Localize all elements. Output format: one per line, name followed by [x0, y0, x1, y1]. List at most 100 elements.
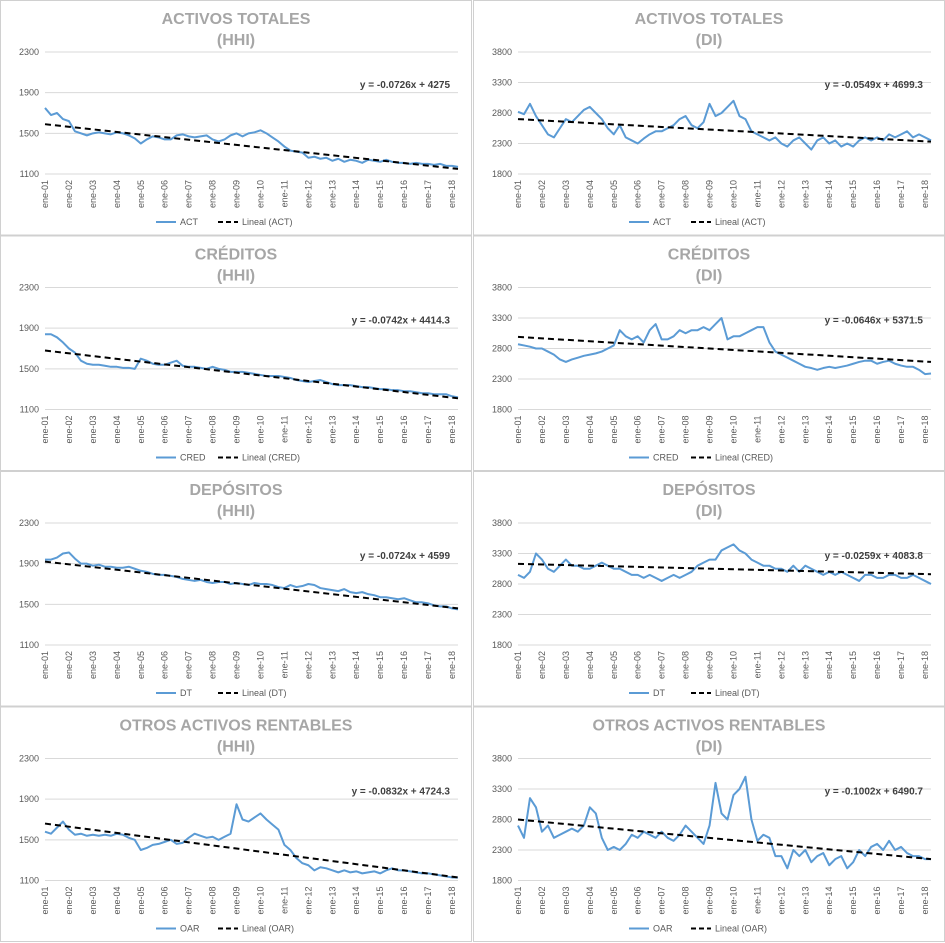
legend-label: DT	[180, 688, 192, 698]
y-tick-label: 1500	[19, 364, 39, 374]
x-tick-label: ene-09	[232, 416, 242, 444]
x-tick-label: ene-01	[513, 887, 523, 915]
x-tick-label: ene-04	[585, 416, 595, 444]
y-tick-label: 1900	[19, 794, 39, 804]
y-tick-label: 1500	[19, 128, 39, 138]
x-tick-label: ene-18	[447, 180, 457, 208]
x-tick-label: ene-06	[160, 887, 170, 915]
x-tick-label: ene-02	[64, 180, 74, 208]
x-tick-label: ene-09	[705, 416, 715, 444]
panel-frame	[0, 235, 472, 471]
x-tick-label: ene-05	[609, 180, 619, 208]
x-tick-label: ene-10	[728, 887, 738, 915]
x-tick-label: ene-13	[800, 416, 810, 444]
x-tick-label: ene-06	[160, 651, 170, 679]
y-tick-label: 1100	[20, 640, 39, 650]
legend-label: CRED	[653, 453, 679, 463]
y-tick-label: 3800	[492, 47, 512, 57]
data-line	[517, 317, 932, 376]
x-tick-label: ene-09	[232, 180, 242, 208]
x-tick-label: ene-15	[375, 887, 385, 915]
chart-panel: ACTIVOS TOTALES (DI) 1800 2300 2800 3300 3800 e…	[473, 0, 945, 236]
x-tick-label: ene-18	[447, 651, 457, 679]
x-tick-label: ene-15	[848, 887, 858, 915]
chart-panel: CRÉDITOS (DI) 1800 2300 2800 3300 3800 ene-01 en…	[473, 235, 945, 471]
x-tick-label: ene-14	[824, 887, 834, 915]
x-tick-label: ene-11	[279, 651, 289, 678]
x-tick-label: ene-14	[351, 416, 361, 444]
data-line	[44, 107, 459, 168]
x-tick-label: ene-18	[447, 887, 457, 915]
x-tick-label: ene-18	[920, 651, 930, 679]
x-tick-label: ene-12	[776, 651, 786, 679]
x-tick-label: ene-11	[752, 416, 762, 443]
x-tick-label: ene-02	[537, 180, 547, 208]
x-tick-label: ene-09	[232, 887, 242, 915]
x-tick-label: ene-17	[423, 887, 433, 915]
x-tick-label: ene-04	[112, 887, 122, 915]
x-tick-label: ene-10	[728, 651, 738, 679]
x-tick-label: ene-12	[776, 416, 786, 444]
x-tick-label: ene-12	[776, 180, 786, 208]
legend-label: Lineal (ACT)	[242, 217, 293, 227]
legend-label: Lineal (DT)	[242, 688, 287, 698]
legend-label: Lineal (ACT)	[715, 217, 766, 227]
x-tick-label: ene-12	[776, 887, 786, 915]
x-tick-label: ene-06	[633, 416, 643, 444]
legend-label: Lineal (DT)	[715, 688, 760, 698]
x-tick-label: ene-03	[88, 887, 98, 915]
y-tick-label: 1800	[492, 169, 512, 179]
x-tick-label: ene-17	[423, 651, 433, 679]
chart-subtitle: (HHI)	[217, 268, 255, 285]
data-line	[517, 543, 932, 585]
x-tick-label: ene-16	[399, 180, 409, 208]
x-tick-label: ene-12	[303, 887, 313, 915]
x-tick-label: ene-03	[561, 416, 571, 444]
x-tick-label: ene-08	[208, 416, 218, 444]
y-tick-label: 2300	[19, 47, 39, 57]
x-tick-label: ene-07	[657, 180, 667, 208]
trend-line	[517, 118, 932, 143]
x-tick-label: ene-16	[872, 651, 882, 679]
chart-subtitle: (HHI)	[217, 32, 255, 49]
trend-equation: y = -0.0549x + 4699.3	[825, 80, 924, 91]
x-tick-label: ene-02	[64, 416, 74, 444]
trend-equation: y = -0.0646x + 5371.5	[825, 316, 924, 327]
x-tick-label: ene-14	[824, 180, 834, 208]
y-tick-label: 1800	[492, 405, 512, 415]
trend-line	[44, 349, 459, 400]
x-tick-label: ene-03	[561, 180, 571, 208]
x-tick-label: ene-13	[800, 180, 810, 208]
y-tick-label: 1900	[19, 323, 39, 333]
x-tick-label: ene-05	[136, 180, 146, 208]
data-line	[45, 551, 459, 611]
x-tick-label: ene-02	[64, 651, 74, 679]
legend-label: OAR	[180, 924, 200, 934]
x-tick-label: ene-11	[752, 651, 762, 678]
x-tick-label: ene-15	[848, 416, 858, 444]
x-tick-label: ene-02	[537, 416, 547, 444]
x-tick-label: ene-07	[184, 651, 194, 679]
x-tick-label: ene-18	[920, 887, 930, 915]
x-tick-label: ene-01	[40, 651, 50, 679]
x-tick-label: ene-12	[303, 416, 313, 444]
x-tick-label: ene-07	[184, 416, 194, 444]
x-tick-label: ene-14	[351, 887, 361, 915]
x-tick-label: ene-15	[375, 651, 385, 679]
x-tick-label: ene-14	[824, 416, 834, 444]
x-tick-label: ene-05	[609, 651, 619, 679]
x-tick-label: ene-16	[399, 887, 409, 915]
x-tick-label: ene-04	[585, 651, 595, 679]
x-tick-label: ene-08	[208, 180, 218, 208]
x-tick-label: ene-11	[279, 887, 289, 914]
x-tick-label: ene-18	[920, 416, 930, 444]
x-tick-label: ene-17	[896, 180, 906, 208]
x-tick-label: ene-14	[824, 651, 834, 679]
x-tick-label: ene-10	[728, 180, 738, 208]
x-tick-label: ene-11	[279, 180, 289, 207]
y-tick-label: 3300	[492, 784, 512, 794]
legend-label: Lineal (OAR)	[242, 924, 294, 934]
y-tick-label: 2800	[492, 344, 512, 354]
x-tick-label: ene-08	[208, 887, 218, 915]
x-tick-label: ene-18	[447, 416, 457, 444]
